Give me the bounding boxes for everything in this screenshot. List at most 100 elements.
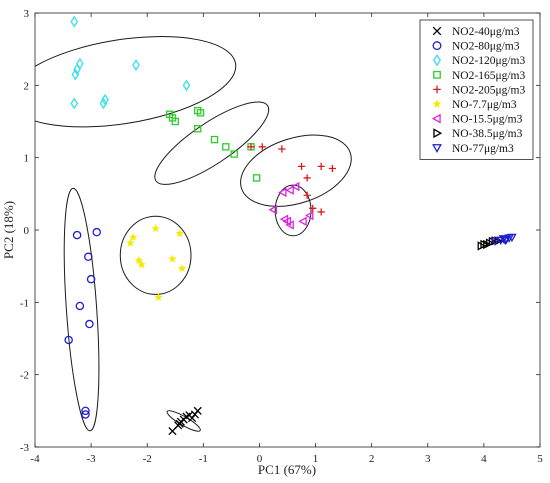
series-5-points [247, 143, 336, 216]
series-3-points [70, 15, 191, 110]
x-axis-label: PC1 (67%) [258, 462, 316, 477]
data-point-3-8 [182, 79, 191, 92]
data-point-4-6 [194, 125, 202, 133]
cluster-ellipse-1 [35, 36, 237, 128]
data-point-3-4 [70, 97, 79, 110]
x-tick-label: 3 [425, 453, 431, 465]
legend-entry-1: NO2-40μg/m3 [452, 26, 520, 38]
series-7-points [268, 181, 314, 230]
cluster-ellipse-6 [63, 187, 100, 432]
data-point-3-1 [70, 15, 79, 28]
x-tick-label: -4 [30, 453, 40, 465]
data-point-2-2 [92, 227, 101, 237]
legend-entry-6: NO-7.7μg/m3 [452, 99, 517, 111]
series-1-points [168, 406, 202, 436]
legend-marker-7 [431, 113, 441, 124]
data-point-6-2 [134, 256, 143, 264]
data-point-5-5 [303, 174, 311, 182]
legend-marker-5 [433, 85, 441, 94]
data-point-7-3 [282, 216, 292, 227]
data-point-9-6 [507, 233, 517, 243]
data-point-3-9 [73, 63, 81, 76]
data-point-5-7 [328, 164, 336, 173]
legend-entry-9: NO-77μg/m3 [452, 143, 514, 155]
x-tick-label: 2 [369, 453, 375, 465]
data-point-2-7 [64, 335, 73, 345]
data-point-5-10 [317, 208, 325, 216]
series-2-points [64, 227, 101, 419]
legend-entry-8: NO-38.5μg/m3 [452, 128, 523, 140]
data-point-5-6 [317, 162, 325, 170]
data-point-5-4 [297, 162, 306, 170]
legend-marker-3 [432, 54, 442, 67]
data-point-9-7 [500, 236, 510, 246]
x-tick-label: -2 [143, 453, 152, 465]
data-point-4-11 [252, 174, 261, 182]
data-point-2-6 [85, 319, 94, 329]
data-point-3-7 [132, 59, 140, 71]
cluster-ellipse-4 [274, 184, 312, 237]
data-point-5-3 [278, 145, 286, 153]
cluster-ellipses [35, 36, 352, 432]
y-tick-label: 2 [24, 80, 30, 92]
data-point-4-3 [171, 117, 179, 126]
data-point-2-3 [84, 252, 93, 262]
legend-marker-2 [432, 41, 442, 51]
legend-entry-5: NO2-205μg/m3 [452, 84, 525, 96]
legend-marker-9 [432, 144, 442, 153]
data-point-4-9 [230, 150, 238, 158]
data-point-6-1 [129, 232, 138, 241]
y-axis-label: PC2 (18%) [1, 201, 16, 259]
data-point-7-6 [298, 216, 307, 227]
data-point-9-3 [498, 235, 509, 244]
cluster-ellipse-3 [240, 134, 352, 207]
legend-marker-6 [432, 99, 442, 108]
data-point-2-8 [81, 406, 90, 416]
y-tick-label: 0 [24, 225, 30, 237]
legend: NO2-40μg/m3 NO2-80μg/m3 NO2-120μg/m3 NO2-16… [419, 19, 534, 160]
data-point-7-7 [305, 210, 314, 221]
x-tick-label: 1 [313, 453, 319, 465]
series-4-points [165, 106, 261, 182]
data-point-6-4 [151, 224, 160, 233]
data-point-6-6 [175, 229, 184, 238]
data-point-5-2 [258, 143, 266, 151]
y-tick-label: 1 [24, 153, 30, 165]
x-tick-label: 4 [481, 453, 487, 465]
data-points [64, 15, 517, 436]
series-6-points [126, 224, 187, 301]
data-point-4-8 [222, 143, 230, 151]
data-point-6-5 [168, 254, 177, 263]
data-point-7-8 [285, 220, 294, 230]
data-point-1-10 [175, 419, 184, 428]
data-point-6-9 [126, 238, 135, 247]
legend-marker-4 [433, 70, 441, 79]
y-tick-label: -1 [20, 297, 29, 309]
data-point-2-5 [75, 301, 85, 311]
data-point-5-1 [247, 143, 255, 151]
legend-entry-2: NO2-80μg/m3 [452, 41, 520, 53]
data-point-2-1 [72, 230, 82, 240]
data-point-6-3 [137, 260, 146, 269]
x-tick-label: 0 [257, 453, 263, 465]
x-tick-label: 5 [537, 453, 543, 465]
y-tick-label: 3 [24, 8, 30, 20]
data-point-7-4 [285, 185, 294, 195]
series-9-points [490, 233, 517, 246]
data-point-4-7 [210, 135, 219, 144]
legend-entry-4: NO2-165μg/m3 [452, 70, 525, 82]
x-tick-label: -3 [87, 453, 97, 465]
data-point-2-9 [81, 410, 90, 419]
data-point-5-8 [303, 191, 311, 199]
legend-marker-8 [433, 128, 443, 139]
data-point-2-4 [86, 274, 96, 284]
data-point-9-1 [490, 237, 500, 246]
data-point-1-9 [193, 406, 202, 415]
legend-marker-1 [432, 26, 442, 36]
data-point-7-9 [278, 187, 287, 198]
y-tick-label: -3 [20, 442, 30, 454]
y-tick-label: -2 [20, 370, 29, 382]
data-point-3-6 [99, 97, 108, 110]
